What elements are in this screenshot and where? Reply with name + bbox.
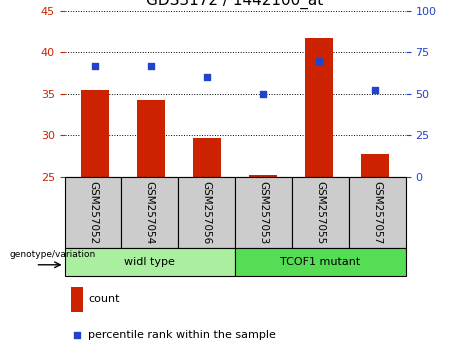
- Bar: [249, 175, 277, 177]
- Text: widl type: widl type: [124, 257, 175, 267]
- Point: [148, 63, 155, 68]
- Bar: [65, 177, 121, 248]
- Point: [203, 74, 211, 80]
- Point: [92, 63, 99, 68]
- Bar: [65, 248, 235, 276]
- Title: GDS3172 / 1442100_at: GDS3172 / 1442100_at: [147, 0, 324, 9]
- Text: GSM257054: GSM257054: [145, 181, 155, 244]
- Point: [371, 88, 378, 93]
- Text: GSM257057: GSM257057: [372, 181, 382, 244]
- Text: GSM257055: GSM257055: [315, 181, 325, 244]
- Bar: [305, 38, 333, 177]
- Bar: [292, 177, 349, 248]
- Point: [73, 332, 81, 338]
- Bar: [235, 177, 292, 248]
- Text: GSM257053: GSM257053: [259, 181, 269, 244]
- Point: [315, 58, 323, 63]
- Text: GSM257056: GSM257056: [201, 181, 212, 244]
- Bar: [121, 177, 178, 248]
- Text: percentile rank within the sample: percentile rank within the sample: [89, 330, 276, 340]
- Bar: [193, 138, 221, 177]
- Bar: [349, 177, 406, 248]
- Bar: [81, 90, 109, 177]
- Point: [260, 91, 267, 97]
- Bar: [71, 287, 83, 312]
- Bar: [178, 177, 235, 248]
- Text: genotype/variation: genotype/variation: [10, 250, 96, 259]
- Text: GSM257052: GSM257052: [88, 181, 98, 244]
- Bar: [137, 99, 165, 177]
- Text: count: count: [89, 295, 120, 304]
- Bar: [235, 248, 406, 276]
- Text: TCOF1 mutant: TCOF1 mutant: [280, 257, 361, 267]
- Bar: [361, 154, 389, 177]
